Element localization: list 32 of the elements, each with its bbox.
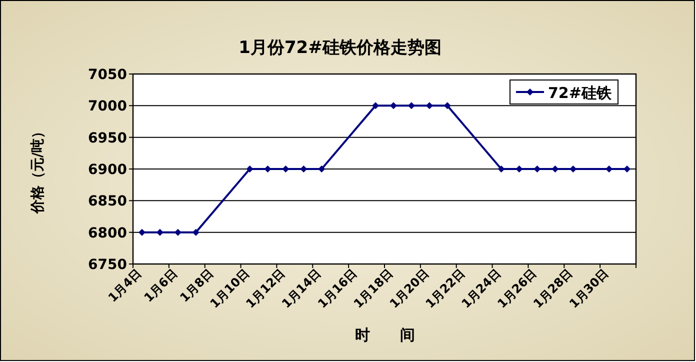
- point: [534, 166, 541, 172]
- point: [552, 166, 559, 172]
- y-tick-label: 6850: [88, 194, 128, 210]
- point: [192, 228, 200, 236]
- y-axis-title: 价格（元/吨）: [30, 124, 46, 215]
- point: [156, 228, 164, 236]
- point: [246, 166, 254, 172]
- point: [408, 102, 415, 110]
- point: [264, 166, 272, 172]
- point: [498, 166, 505, 172]
- point: [516, 166, 523, 172]
- y-tick-label: 7050: [88, 67, 128, 83]
- point: [390, 102, 397, 110]
- point: [372, 102, 380, 110]
- y-tick-label: 6950: [88, 130, 128, 146]
- point: [300, 166, 308, 172]
- point: [624, 166, 631, 172]
- legend-label: 72#硅铁: [548, 84, 612, 102]
- chart-title: 1月份72#硅铁价格走势图: [238, 38, 442, 58]
- y-tick-label: 6750: [88, 257, 128, 273]
- point: [570, 166, 577, 172]
- x-tick-label: 1月6日: [141, 266, 180, 305]
- point: [318, 166, 326, 172]
- x-axis-title: 时 间: [355, 326, 415, 344]
- point: [138, 228, 146, 236]
- y-tick-label: 6900: [88, 162, 128, 178]
- y-tick-label: 7000: [88, 98, 128, 115]
- point: [282, 166, 290, 172]
- point: [444, 102, 451, 110]
- point: [426, 102, 433, 110]
- y-tick-label: 6800: [88, 225, 128, 242]
- point: [174, 228, 182, 236]
